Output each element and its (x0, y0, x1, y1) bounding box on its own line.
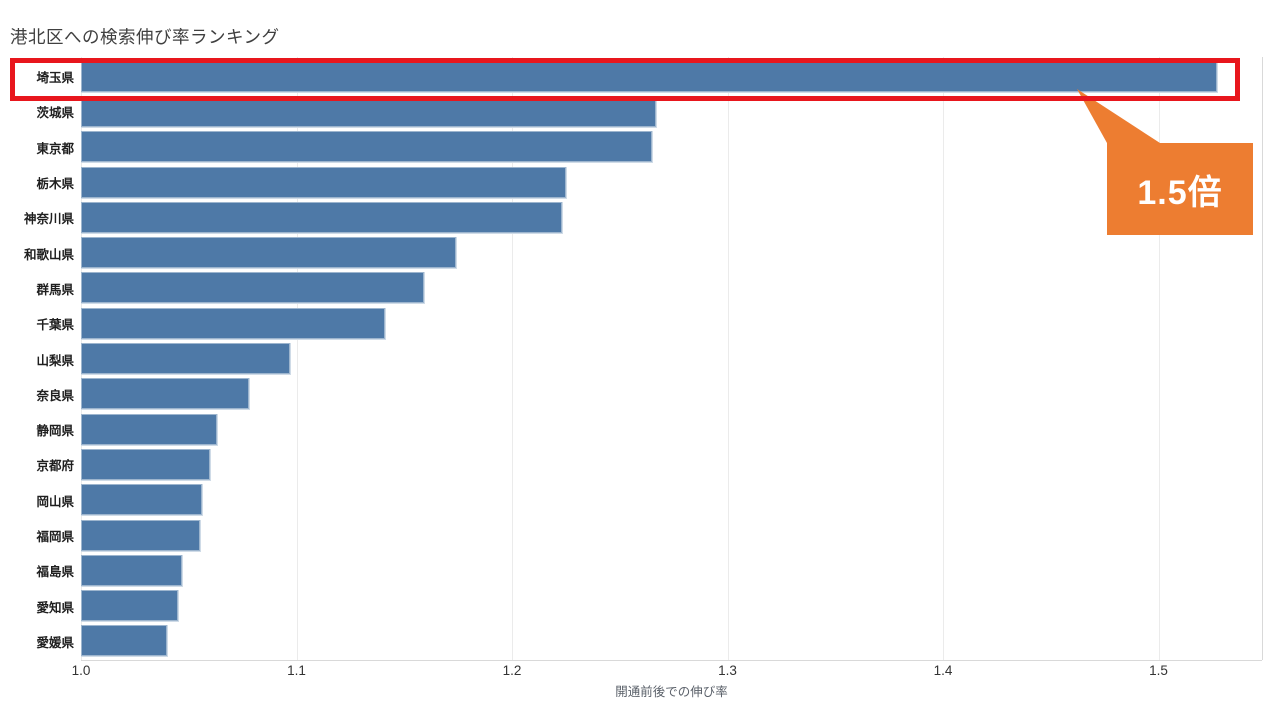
bar-track (81, 518, 1262, 553)
bar-和歌山県 (81, 237, 457, 270)
bar-row: 福島県 (0, 553, 1262, 588)
bar-茨城県 (81, 95, 658, 128)
category-label: 静岡県 (36, 424, 74, 439)
bar-千葉県 (81, 307, 386, 340)
category-label: 千葉県 (36, 318, 74, 333)
x-tick-label: 1.1 (287, 663, 306, 678)
gridline (1158, 57, 1160, 660)
category-label: 奈良県 (36, 388, 74, 403)
bar-track (81, 235, 1262, 270)
gridline (512, 57, 514, 660)
category-label: 埼玉県 (36, 71, 74, 86)
bar-福岡県 (81, 519, 201, 552)
chart-title: 港北区への検索伸び率ランキング (10, 27, 280, 47)
bar-track (81, 341, 1262, 376)
bar-静岡県 (81, 413, 218, 446)
bar-row: 岡山県 (0, 483, 1262, 518)
bar-神奈川県 (81, 201, 563, 234)
bar-愛知県 (81, 590, 179, 623)
plot-right-border (1262, 57, 1263, 660)
bar-京都府 (81, 448, 212, 481)
category-label: 愛媛県 (36, 635, 74, 650)
bar-栃木県 (81, 166, 567, 199)
bar-track (81, 588, 1262, 623)
bar-row: 栃木県 (0, 165, 1262, 200)
category-label: 茨城県 (36, 106, 74, 121)
bar-row: 和歌山県 (0, 235, 1262, 270)
bar-埼玉県 (81, 60, 1218, 93)
callout-label: 1.5倍 (1137, 173, 1223, 212)
bar-track (81, 200, 1262, 235)
bar-山梨県 (81, 343, 292, 376)
bar-track (81, 483, 1262, 518)
category-label: 栃木県 (36, 177, 74, 192)
bar-row: 千葉県 (0, 306, 1262, 341)
bar-track (81, 59, 1262, 94)
bar-track (81, 377, 1262, 412)
bar-row: 愛媛県 (0, 624, 1262, 659)
gridline (943, 57, 945, 660)
bar-row: 愛知県 (0, 588, 1262, 623)
category-label: 東京都 (36, 141, 74, 156)
bar-東京都 (81, 131, 654, 164)
category-label: 京都府 (36, 459, 74, 474)
bar-福島県 (81, 554, 184, 587)
bar-row: 静岡県 (0, 412, 1262, 447)
category-label: 福岡県 (36, 530, 74, 544)
x-tick-label: 1.3 (718, 663, 737, 678)
category-label: 福島県 (36, 565, 74, 580)
category-label: 山梨県 (36, 353, 74, 368)
category-label: 愛知県 (36, 600, 74, 615)
highlight-red-box (10, 58, 1240, 101)
bar-track (81, 94, 1262, 129)
x-tick-label: 1.0 (71, 663, 91, 678)
x-tick-label: 1.5 (1149, 663, 1168, 678)
bar-track (81, 447, 1262, 482)
category-label: 和歌山県 (23, 247, 74, 262)
bar-track (81, 130, 1262, 165)
bar-track (81, 412, 1262, 447)
bar-row: 群馬県 (0, 271, 1262, 306)
gridline (296, 57, 298, 660)
category-label: 群馬県 (36, 282, 74, 297)
bar-群馬県 (81, 272, 425, 305)
bar-track (81, 306, 1262, 341)
bar-row: 京都府 (0, 447, 1262, 482)
category-label: 岡山県 (36, 494, 74, 509)
x-axis-ticks: 1.0 1.1 1.2 1.3 1.4 1.5 (72, 663, 1262, 681)
bar-row: 山梨県 (0, 341, 1262, 376)
x-axis-title: 開通前後での伸び率 (615, 685, 728, 699)
callout-pointer-shape (1077, 89, 1160, 143)
callout-pointer (1077, 89, 1160, 143)
bar-track (81, 553, 1262, 588)
x-tick-label: 1.4 (933, 663, 953, 678)
bar-track (81, 165, 1262, 200)
callout-box: 1.5倍 (1107, 143, 1253, 235)
bar-row: 奈良県 (0, 377, 1262, 412)
bar-愛媛県 (81, 625, 169, 658)
bar-track (81, 624, 1262, 659)
bar-row: 茨城県 (0, 94, 1262, 129)
bar-row: 東京都 (0, 130, 1262, 165)
bar-row: 福岡県 (0, 518, 1262, 553)
x-tick-label: 1.2 (502, 663, 522, 678)
bar-rows: 埼玉県茨城県東京都栃木県神奈川県和歌山県群馬県千葉県山梨県奈良県静岡県京都府岡山… (0, 59, 1262, 659)
bar-奈良県 (81, 378, 251, 411)
bar-track (81, 271, 1262, 306)
bar-row: 神奈川県 (0, 200, 1262, 235)
x-axis-line (81, 660, 1262, 661)
bar-岡山県 (81, 484, 203, 517)
category-label: 神奈川県 (23, 212, 74, 227)
gridline (727, 57, 729, 660)
bar-row: 埼玉県 (0, 59, 1262, 94)
